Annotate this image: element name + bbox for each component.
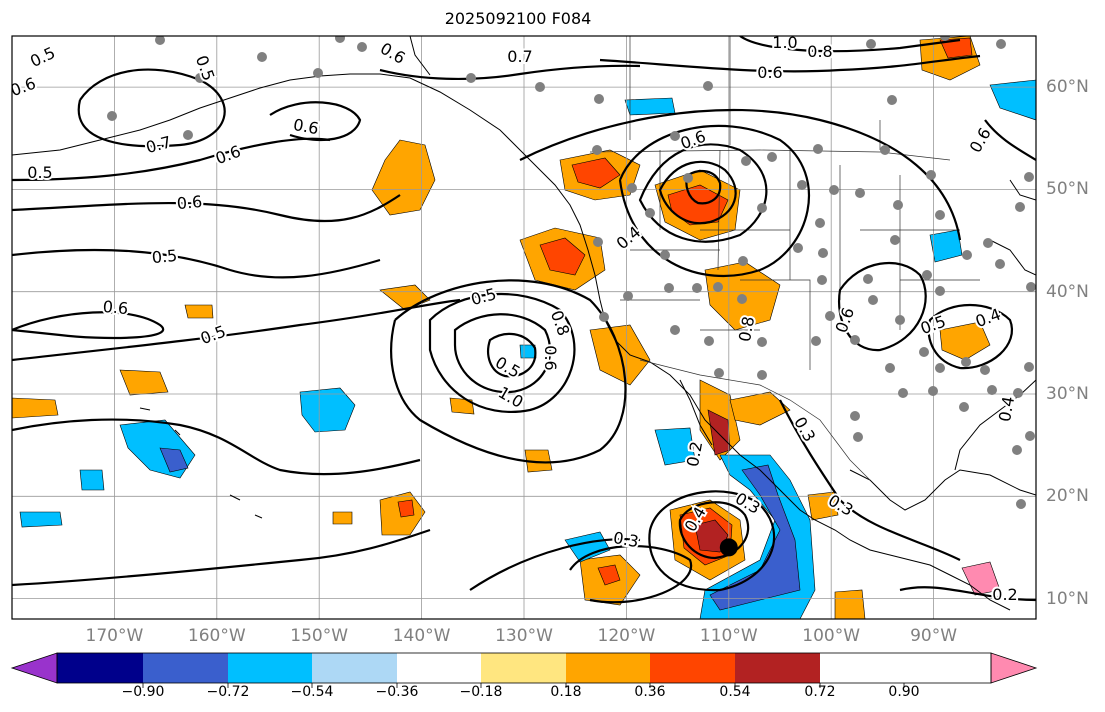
contour-label: 0.2 [992, 585, 1017, 604]
colorbar-max-extension [990, 652, 1038, 684]
contour-label: 1.0 [772, 33, 797, 52]
latitude-label: 20°N [1046, 486, 1089, 507]
latitude-label: 30°N [1046, 383, 1089, 404]
longitude-label: 90°W [910, 626, 958, 646]
colorbar-tick-label: −0.90 [121, 684, 165, 700]
longitude-label: 160°W [187, 626, 246, 646]
contour-label: 0.5 [27, 163, 52, 182]
colorbar-segment [735, 653, 820, 683]
colorbar-tick-label: 0.90 [888, 684, 920, 700]
colorbar [10, 652, 1038, 688]
storm-center-marker [719, 538, 738, 557]
longitude-label: 130°W [495, 626, 553, 646]
colorbar-segment [481, 653, 566, 683]
colorbar-segment [228, 653, 312, 683]
colorbar-segment [143, 653, 228, 683]
contour-label: 0.8 [807, 42, 832, 61]
latitude-label: 60°N [1046, 77, 1089, 98]
colorbar-tick-label: −0.54 [290, 684, 334, 700]
colorbar-tick-label: 0.18 [550, 684, 582, 700]
contour-lines [12, 36, 1036, 604]
colorbar-tick-label: −0.72 [206, 684, 250, 700]
longitude-label: 150°W [290, 626, 349, 646]
contour-label: 0.5 [151, 246, 178, 267]
colorbar-tick-label: 0.36 [634, 684, 666, 700]
contour-label: 0.7 [507, 47, 532, 66]
station-dots [107, 36, 1036, 509]
map-frame [11, 35, 1037, 620]
latitude-label: 50°N [1046, 179, 1089, 200]
colorbar-tick-label: −0.18 [459, 684, 503, 700]
colorbar-tick-label: −0.36 [375, 684, 419, 700]
gridlines [12, 36, 1036, 619]
contour-label: 0.6 [757, 63, 782, 82]
colorbar-min-extension [10, 652, 58, 684]
contour-label: 0.6 [102, 297, 129, 318]
map-title: 2025092100 F084 [444, 9, 592, 28]
latitude-label: 40°N [1046, 281, 1089, 302]
longitude-label: 170°W [85, 626, 144, 646]
coastlines [12, 36, 1036, 611]
colorbar-segment [650, 653, 735, 683]
longitude-label: 120°W [597, 626, 656, 646]
longitude-label: 110°W [699, 626, 758, 646]
latitude-label: 10°N [1046, 588, 1089, 609]
colorbar-segment [397, 653, 481, 683]
colorbar-segment [57, 653, 143, 683]
colorbar-segment [312, 653, 397, 683]
colorbar-tick-label: 0.54 [719, 684, 751, 700]
longitude-label: 140°W [392, 626, 451, 646]
colorbar-tick-label: 0.72 [804, 684, 836, 700]
contour-label: 0.6 [541, 345, 560, 370]
contour-label: 0.6 [176, 192, 203, 213]
longitude-label: 100°W [802, 626, 861, 646]
colorbar-segment [566, 653, 650, 683]
